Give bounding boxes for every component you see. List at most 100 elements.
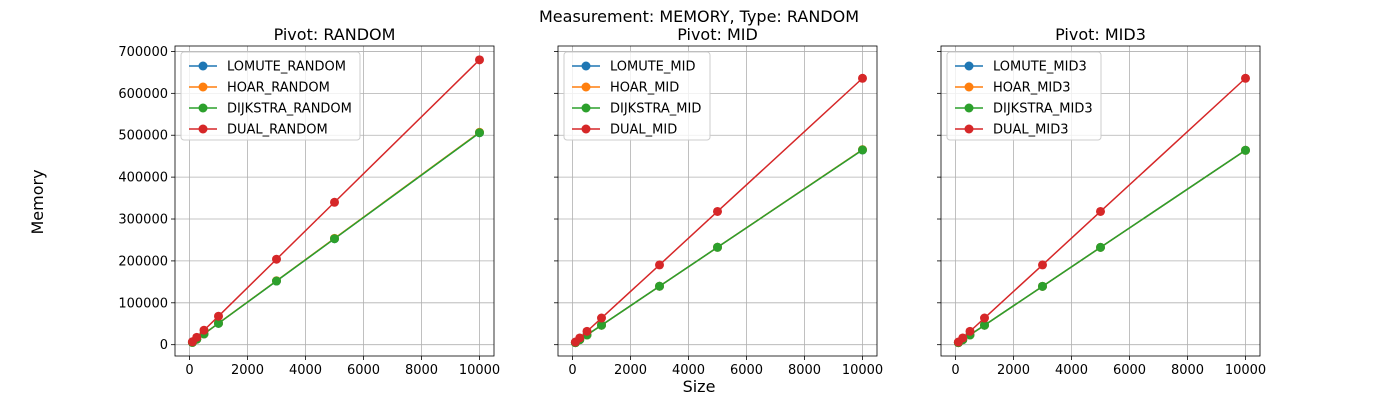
legend-label: HOAR_MID3 (993, 81, 1071, 96)
x-tick-label: 6000 (347, 363, 380, 378)
legend-swatch-marker (964, 124, 974, 134)
x-tick-label: 4000 (672, 363, 705, 378)
x-tick-label: 0 (185, 363, 193, 378)
data-point-dual_mid (597, 313, 606, 323)
legend-swatch-marker (581, 82, 591, 92)
subplot-title: Pivot: RANDOM (274, 25, 396, 44)
x-tick-label: 2000 (231, 363, 264, 378)
y-tick-label: 200000 (118, 254, 168, 269)
axes-frame (557, 45, 878, 357)
legend-swatch-marker (964, 82, 974, 92)
data-point-dual_mid (713, 206, 722, 216)
x-tick-label: 8000 (788, 363, 821, 378)
data-point-dual_random (272, 254, 281, 264)
x-tick-label: 4000 (289, 363, 322, 378)
data-point-dual_mid3 (1038, 260, 1047, 270)
data-point-dual_mid3 (980, 313, 989, 323)
x-tick-label: 2000 (997, 363, 1030, 378)
legend-swatch-marker (198, 103, 208, 113)
data-point-dual_mid3 (1241, 73, 1250, 83)
subplots: 0 2000 4000 6000 8000 10000010000020000030000… (118, 25, 1266, 378)
x-tick-label: 10000 (842, 363, 883, 378)
subplot-1: 0 2000 4000 6000 8000 10000010000020000030000… (118, 25, 500, 378)
data-point-dual_random (214, 311, 223, 321)
legend-swatch-marker (581, 124, 591, 134)
data-point-dijkstra_random (214, 318, 223, 328)
y-tick-label: 400000 (118, 171, 168, 186)
data-point-dijkstra_mid3 (1096, 242, 1105, 252)
data-point-dijkstra_random (330, 234, 339, 244)
subplot-title: Pivot: MID3 (1055, 25, 1146, 44)
data-point-dual_random (199, 325, 209, 335)
legend-swatch-marker (581, 61, 591, 71)
x-tick-label: 2000 (614, 363, 647, 378)
legend-label: DUAL_MID3 (993, 123, 1069, 138)
x-tick-label: 10000 (459, 363, 500, 378)
legend: LOMUTE_MID3 HOAR_MID3 DIJKSTRA_MID3 DUAL_MI… (946, 51, 1102, 141)
y-tick-label: 600000 (118, 87, 168, 102)
legend-label: LOMUTE_MID3 (993, 60, 1087, 75)
x-tick-label: 10000 (1225, 363, 1266, 378)
data-point-dijkstra_random (272, 276, 281, 286)
data-point-dual_mid3 (1096, 206, 1105, 216)
data-point-dijkstra_mid3 (980, 320, 989, 330)
legend-label: HOAR_RANDOM (227, 81, 330, 96)
y-tick-label: 0 (160, 338, 168, 353)
y-tick-label: 300000 (118, 213, 168, 228)
legend-swatch-marker (581, 103, 591, 113)
legend-label: HOAR_MID (610, 81, 679, 96)
legend-swatch-marker (198, 61, 208, 71)
legend-swatch-marker (198, 124, 208, 134)
data-point-dual_mid (858, 73, 867, 83)
x-tick-label: 8000 (1171, 363, 1204, 378)
legend-swatch-marker (964, 61, 974, 71)
legend: LOMUTE_RANDOM HOAR_RANDOM DIJKSTRA_RANDOM D… (180, 51, 361, 141)
data-point-dijkstra_mid3 (1038, 281, 1047, 291)
y-tick-label: 100000 (118, 296, 168, 311)
x-tick-label: 8000 (405, 363, 438, 378)
legend-label: LOMUTE_RANDOM (227, 60, 346, 75)
legend-label: DUAL_MID (610, 123, 677, 138)
legend-label: DIJKSTRA_MID3 (993, 102, 1093, 117)
y-tick-label: 500000 (118, 129, 168, 144)
data-point-dual_mid3 (958, 333, 968, 343)
data-point-dual_mid3 (965, 326, 975, 336)
figure-ylabel: Memory (28, 169, 47, 234)
data-point-dijkstra_mid (713, 242, 722, 252)
legend-swatch-marker (198, 82, 208, 92)
data-point-dijkstra_random (475, 128, 484, 138)
legend-swatch-marker (964, 103, 974, 113)
legend-label: LOMUTE_MID (610, 60, 695, 75)
axes-frame (940, 45, 1261, 357)
figure-suptitle: Measurement: MEMORY, Type: RANDOM (539, 7, 859, 26)
data-point-dual_random (192, 332, 202, 342)
data-point-dijkstra_mid (655, 281, 664, 291)
legend-box (180, 51, 361, 141)
data-point-dijkstra_mid3 (1241, 145, 1250, 155)
axes-frame (174, 45, 495, 357)
x-tick-label: 4000 (1055, 363, 1088, 378)
x-tick-label: 0 (568, 363, 576, 378)
data-point-dijkstra_mid (858, 145, 867, 155)
subplot-title: Pivot: MID (677, 25, 758, 44)
x-tick-label: 6000 (1113, 363, 1146, 378)
x-tick-label: 6000 (730, 363, 763, 378)
legend-label: DUAL_RANDOM (227, 123, 328, 138)
x-tick-label: 0 (951, 363, 959, 378)
legend-box (563, 51, 711, 141)
data-point-dual_random (330, 197, 339, 207)
data-point-dijkstra_mid (597, 320, 606, 330)
y-tick-label: 700000 (118, 45, 168, 60)
data-point-dual_mid (655, 260, 664, 270)
subplot-3: 0 2000 4000 6000 8000 10000 Pivot: MID3 LOMUTE_… (937, 25, 1266, 378)
legend-label: DIJKSTRA_MID (610, 102, 701, 117)
data-point-dual_mid (575, 333, 585, 343)
legend: LOMUTE_MID HOAR_MID DIJKSTRA_MID DUAL_MID (563, 51, 711, 141)
subplot-2: 0 2000 4000 6000 8000 10000 Pivot: MID LOMUTE_M… (554, 25, 883, 378)
legend-box (946, 51, 1102, 141)
figure-xlabel: Size (683, 377, 716, 396)
data-point-dual_random (475, 55, 484, 65)
legend-label: DIJKSTRA_RANDOM (227, 102, 352, 117)
data-point-dual_mid (582, 326, 592, 336)
